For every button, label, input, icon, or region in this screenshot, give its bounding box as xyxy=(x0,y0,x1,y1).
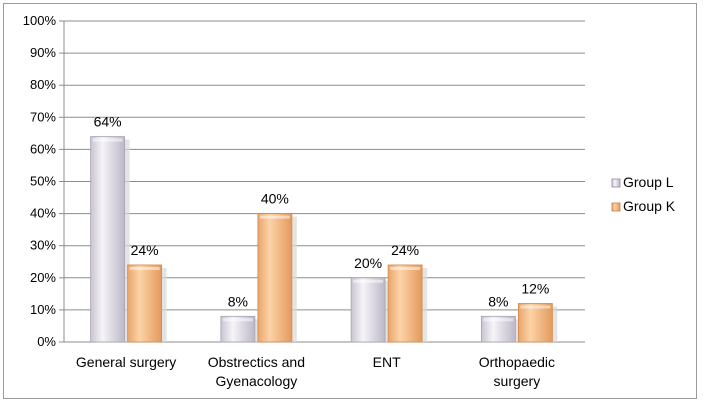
data-label: 8% xyxy=(488,293,508,309)
bar-bevel xyxy=(390,266,421,270)
data-label: 20% xyxy=(354,255,382,271)
bar-group-k xyxy=(257,213,293,343)
data-label: 40% xyxy=(261,191,289,207)
legend-swatch xyxy=(611,178,621,188)
legend: Group L Group K xyxy=(611,174,676,214)
y-tick-label: 90% xyxy=(30,45,56,60)
bar-group-k xyxy=(517,303,553,343)
y-tick-label: 50% xyxy=(30,174,56,189)
bar-bevel xyxy=(483,318,514,322)
bar-bevel xyxy=(92,138,123,142)
data-label: 24% xyxy=(391,242,419,258)
data-label: 8% xyxy=(228,293,248,309)
y-tick-label: 20% xyxy=(30,270,56,285)
y-tick-label: 0% xyxy=(37,334,56,349)
x-category-label: ENT xyxy=(373,354,401,370)
bar-bevel xyxy=(520,305,551,309)
y-tick-label: 60% xyxy=(30,141,56,156)
y-tick-label: 80% xyxy=(30,77,56,92)
legend-label: Group L xyxy=(623,174,674,190)
bar-group-k xyxy=(127,264,163,343)
bar-group-k xyxy=(387,264,423,343)
bar-bevel xyxy=(222,318,253,322)
bar-bevel xyxy=(353,279,384,283)
y-tick-label: 40% xyxy=(30,206,56,221)
y-tick-label: 70% xyxy=(30,109,56,124)
y-axis-ticks: 0% 10% 20% 30% 40% 50% 60% 70% 80% 90% 100% xyxy=(23,13,57,349)
data-label: 64% xyxy=(94,114,122,130)
bars xyxy=(90,136,558,343)
bar-bevel xyxy=(129,266,160,270)
x-category-label: Obstrectics and Gyenacology xyxy=(208,354,305,389)
bar-group-l xyxy=(90,136,126,343)
y-tick-label: 30% xyxy=(30,238,56,253)
bar-bevel xyxy=(259,215,290,219)
legend-swatch xyxy=(611,202,621,212)
x-axis-categories: General surgery Obstrectics and Gyenacolog… xyxy=(76,354,555,389)
x-category-label: Orthopaedic surgery xyxy=(479,354,555,389)
x-category-label: General surgery xyxy=(76,354,176,370)
y-tick-label: 10% xyxy=(30,302,56,317)
data-label: 24% xyxy=(131,242,159,258)
legend-label: Group K xyxy=(623,198,676,214)
data-label: 12% xyxy=(521,280,549,296)
bar-group-l xyxy=(350,277,386,343)
y-tick-label: 100% xyxy=(23,13,57,28)
data-labels: 64% 24% 8% 40% 20% 24% 8% 12% xyxy=(94,114,550,310)
